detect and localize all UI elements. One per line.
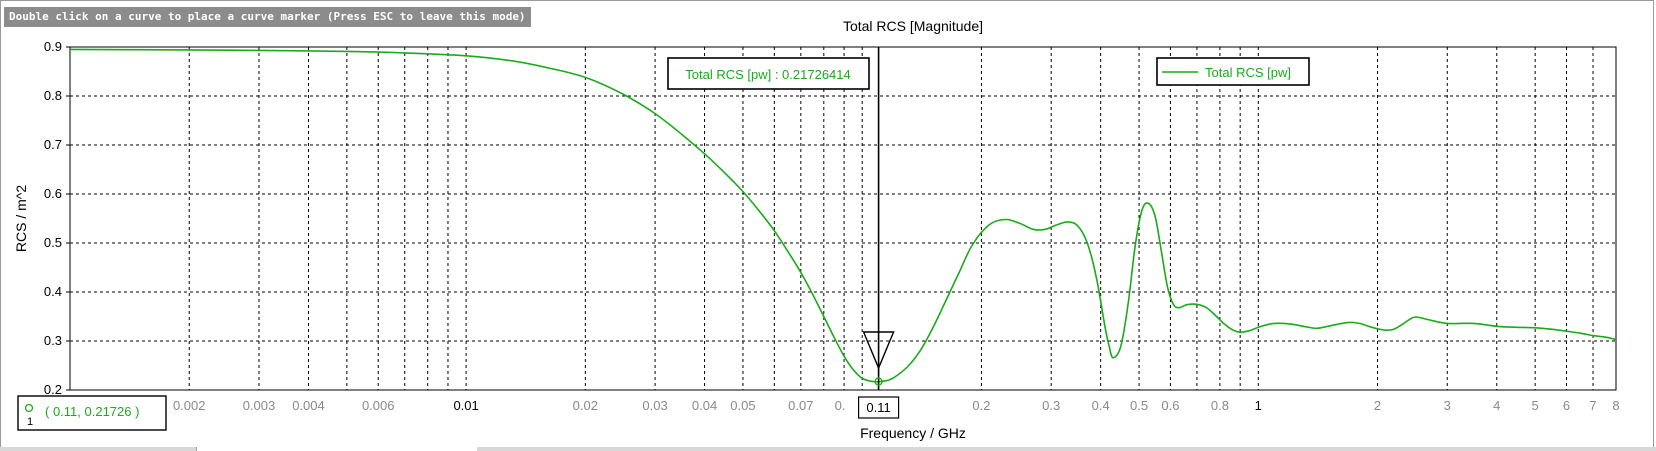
y-tick-label: 0.7 — [44, 137, 62, 152]
y-tick-label: 0.5 — [44, 235, 62, 250]
x-tick-label: 0.03 — [642, 398, 667, 413]
marker-point — [874, 377, 883, 386]
y-tick-label: 0.9 — [44, 39, 62, 54]
plot-area — [70, 47, 1616, 390]
marker-value-box — [667, 57, 870, 90]
x-tick-label: 0. — [835, 398, 846, 413]
x-tick-label: 0.004 — [292, 398, 325, 413]
x-tick-label: 0.5 — [1130, 398, 1148, 413]
y-axis-label: RCS / m^2 — [13, 185, 29, 252]
y-tick-label: 0.3 — [44, 333, 62, 348]
x-tick-label: 7 — [1589, 398, 1596, 413]
x-axis-label: Frequency / GHz — [860, 425, 966, 441]
marker-x-value: 0.11 — [866, 400, 890, 415]
x-tick-label: 0.8 — [1211, 398, 1229, 413]
y-tick-label: 0.6 — [44, 186, 62, 201]
x-tick-label: 0.2 — [972, 398, 990, 413]
x-tick-label: 2 — [1374, 398, 1381, 413]
marker-readout-box — [17, 395, 167, 431]
chart-title: Total RCS [Magnitude] — [843, 18, 983, 34]
x-tick-label: 0.006 — [362, 398, 395, 413]
x-tick-label-major: 1 — [1255, 398, 1262, 413]
bottom-strip-segment[interactable] — [196, 447, 477, 451]
x-tick-label: 5 — [1532, 398, 1539, 413]
x-tick-label: 0.04 — [692, 398, 717, 413]
bottom-scroll-strip[interactable] — [0, 447, 1656, 451]
x-tick-label: 0.4 — [1092, 398, 1110, 413]
marker-value-label: Total RCS [pw] : 0.21726414 — [685, 67, 851, 82]
marker-triangle-icon — [862, 331, 895, 370]
y-tick-label: 0.2 — [44, 382, 62, 397]
plot-border — [69, 46, 1617, 391]
x-tick-label: 6 — [1563, 398, 1570, 413]
series-line-total-rcs — [69, 48, 1617, 383]
mode-hint-banner: Double click on a curve to place a curve… — [4, 7, 531, 27]
x-tick-label: 0.02 — [573, 398, 598, 413]
marker-readout-point — [24, 403, 34, 413]
x-tick-label: 3 — [1444, 398, 1451, 413]
x-tick-label: 4 — [1493, 398, 1500, 413]
x-tick-label: 0.05 — [730, 398, 755, 413]
marker-readout-index: 1 — [27, 416, 33, 428]
x-tick-label: 0.6 — [1161, 398, 1179, 413]
legend-label: Total RCS [pw] — [1205, 65, 1291, 80]
x-tick-label: 0.07 — [788, 398, 813, 413]
x-tick-label-major: 0.01 — [453, 398, 478, 413]
x-tick-label: 8 — [1612, 398, 1619, 413]
x-tick-label: 0.002 — [173, 398, 206, 413]
y-tick-label: 0.8 — [44, 88, 62, 103]
marker-readout-text: ( 0.11, 0.21726 ) — [45, 404, 139, 419]
x-tick-label: 0.003 — [243, 398, 276, 413]
marker-x-value-box — [857, 396, 900, 419]
y-tick-label: 0.4 — [44, 284, 62, 299]
x-tick-label: 0.3 — [1042, 398, 1060, 413]
